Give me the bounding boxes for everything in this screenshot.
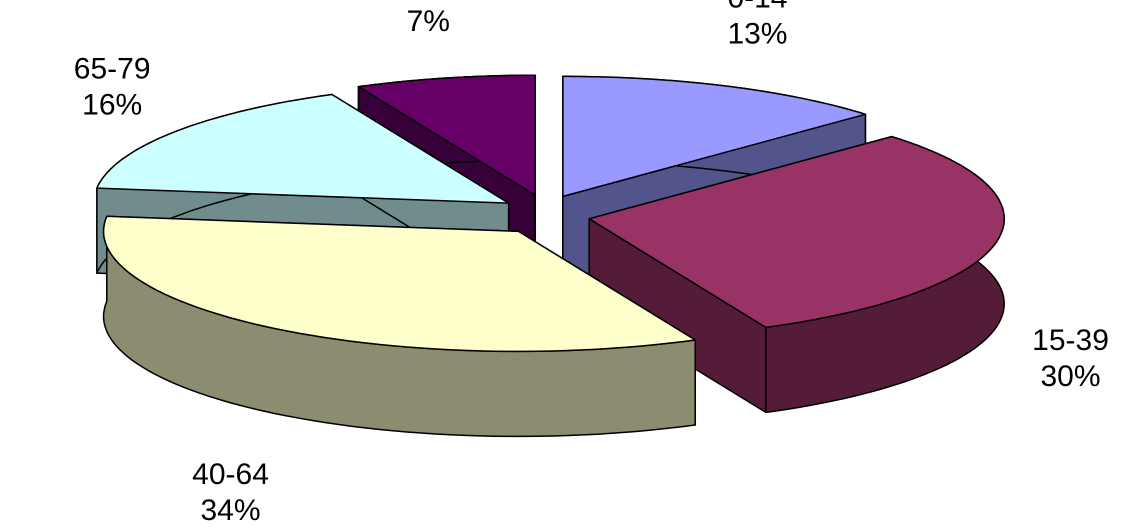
- slice-top: [96, 93, 510, 204]
- slice-top: [357, 74, 536, 196]
- slice-category-label: 15-39: [1032, 324, 1109, 357]
- slice-category-label: 40-64: [192, 458, 269, 491]
- slice-category-label: 0-14: [727, 0, 787, 15]
- slice-value-label: 16%: [82, 89, 142, 122]
- slice-category-label: 65-79: [74, 53, 151, 86]
- slice-top: [562, 75, 867, 198]
- slice-value-label: 13%: [727, 18, 787, 51]
- slice-top: [588, 135, 1005, 329]
- slice-value-label: 34%: [201, 494, 261, 527]
- slice-value-label: 30%: [1041, 360, 1101, 393]
- slice-top: [102, 215, 696, 353]
- slice: [588, 135, 1005, 414]
- slice-value-label: 7%: [407, 5, 450, 38]
- slice: [102, 215, 696, 438]
- slice-category-label: 80 e oltre: [366, 0, 491, 2]
